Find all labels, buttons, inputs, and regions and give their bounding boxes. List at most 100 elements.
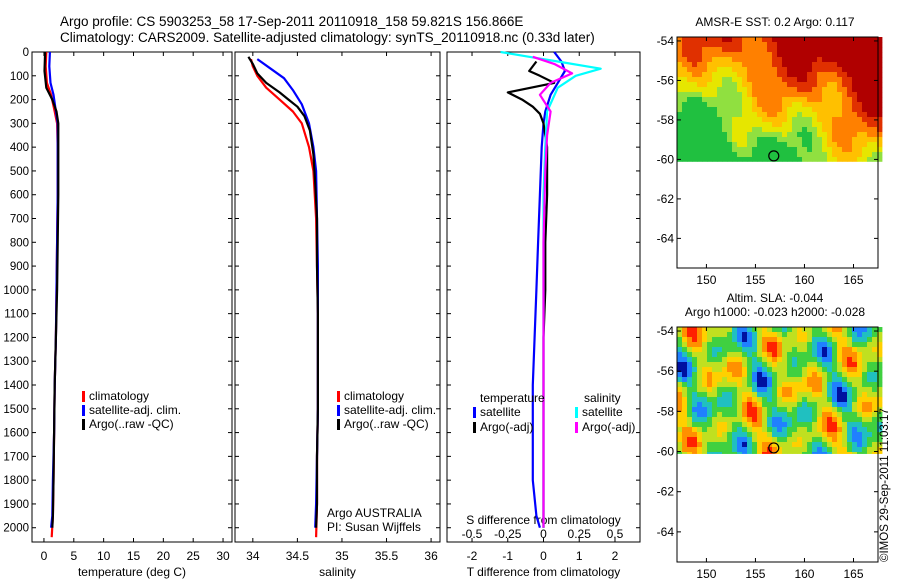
map-cell bbox=[862, 442, 868, 448]
map-cell bbox=[802, 377, 808, 383]
map-cell bbox=[857, 357, 863, 363]
map-cell bbox=[852, 87, 858, 93]
map-cell bbox=[702, 367, 708, 373]
map-cell bbox=[777, 352, 783, 358]
map-cell bbox=[697, 72, 703, 78]
map-cell bbox=[807, 432, 813, 438]
map-cell bbox=[807, 97, 813, 103]
map-cell bbox=[687, 142, 693, 148]
map-cell bbox=[687, 117, 693, 123]
map-cell bbox=[862, 382, 868, 388]
map-cell bbox=[867, 402, 873, 408]
map-cell bbox=[677, 122, 683, 128]
map-cell bbox=[717, 152, 723, 158]
map-cell bbox=[712, 102, 718, 108]
map-cell bbox=[827, 352, 833, 358]
map-cell bbox=[852, 382, 858, 388]
depth-tick-label: 400 bbox=[10, 142, 29, 154]
map-cell bbox=[827, 407, 833, 413]
map-cell bbox=[677, 412, 683, 418]
map-cell bbox=[752, 392, 758, 398]
map-cell bbox=[852, 347, 858, 353]
map-cell bbox=[827, 142, 833, 148]
map-cell bbox=[857, 452, 863, 454]
map-cell bbox=[682, 367, 688, 373]
map-cell bbox=[747, 37, 753, 43]
map-cell bbox=[732, 82, 738, 88]
map-cell bbox=[867, 42, 873, 48]
map-cell bbox=[722, 412, 728, 418]
map-cell bbox=[717, 132, 723, 138]
map-cell bbox=[842, 382, 848, 388]
map-cell bbox=[767, 127, 773, 133]
map-cell bbox=[842, 117, 848, 123]
map-cell bbox=[837, 347, 843, 353]
map-cell bbox=[867, 327, 873, 333]
map-cell bbox=[847, 42, 853, 48]
map-cell bbox=[757, 402, 763, 408]
map-cell bbox=[682, 107, 688, 113]
map-cell bbox=[757, 327, 763, 333]
map-cell bbox=[862, 97, 868, 103]
map-cell bbox=[792, 47, 798, 53]
map-cell bbox=[682, 392, 688, 398]
map-cell bbox=[767, 102, 773, 108]
map-cell bbox=[677, 382, 683, 388]
map-cell bbox=[692, 47, 698, 53]
map-cell bbox=[872, 452, 878, 454]
map-cell bbox=[727, 407, 733, 413]
map-cell bbox=[757, 72, 763, 78]
map-cell bbox=[687, 42, 693, 48]
map-cell bbox=[692, 327, 698, 333]
series-line bbox=[43, 51, 60, 528]
map-cell bbox=[717, 372, 723, 378]
map-cell bbox=[862, 362, 868, 368]
map-cell bbox=[747, 82, 753, 88]
map-cell bbox=[797, 387, 803, 393]
map-cell bbox=[727, 62, 733, 68]
map-cell bbox=[797, 412, 803, 418]
map-cell bbox=[772, 112, 778, 118]
map-cell bbox=[837, 377, 843, 383]
map-cell bbox=[697, 97, 703, 103]
map-cell bbox=[777, 37, 783, 43]
map-cell bbox=[832, 347, 838, 353]
map-cell bbox=[722, 417, 728, 423]
map-cell bbox=[757, 362, 763, 368]
map-cell bbox=[857, 397, 863, 403]
map-cell bbox=[852, 452, 858, 454]
map-cell bbox=[732, 72, 738, 78]
map-cell bbox=[747, 42, 753, 48]
map-cell bbox=[777, 102, 783, 108]
annotation-line: PI: Susan Wijffels bbox=[327, 520, 421, 534]
map-cell bbox=[737, 152, 743, 158]
map-cell bbox=[762, 157, 768, 162]
map-cell bbox=[687, 382, 693, 388]
map-cell bbox=[842, 377, 848, 383]
map-cell bbox=[707, 447, 713, 453]
map-cell bbox=[857, 437, 863, 443]
map-cell bbox=[842, 152, 848, 158]
map-cell bbox=[712, 122, 718, 128]
map-cell bbox=[847, 352, 853, 358]
map-cell bbox=[737, 437, 743, 443]
map-cell bbox=[722, 157, 728, 162]
map-cell bbox=[717, 122, 723, 128]
map-cell bbox=[732, 352, 738, 358]
map-cell bbox=[702, 72, 708, 78]
legend-swatch bbox=[575, 407, 578, 418]
map-cell bbox=[692, 117, 698, 123]
map-cell bbox=[837, 142, 843, 148]
map-cell bbox=[837, 37, 843, 43]
map-cell bbox=[752, 142, 758, 148]
map-cell bbox=[762, 52, 768, 58]
map-cell bbox=[852, 157, 858, 162]
map-cell bbox=[787, 432, 793, 438]
map-cell bbox=[872, 442, 878, 448]
map-cell bbox=[797, 407, 803, 413]
map-cell bbox=[832, 417, 838, 423]
map-cell bbox=[707, 37, 713, 43]
map-cell bbox=[747, 412, 753, 418]
map-cell bbox=[812, 337, 818, 343]
map-cell bbox=[872, 412, 878, 418]
